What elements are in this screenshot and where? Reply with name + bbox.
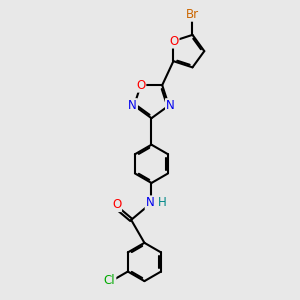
Text: Cl: Cl — [104, 274, 116, 287]
Text: H: H — [158, 196, 166, 209]
Text: O: O — [136, 79, 146, 92]
Text: N: N — [146, 196, 154, 209]
Text: O: O — [112, 198, 121, 211]
Text: Br: Br — [186, 8, 199, 21]
Text: N: N — [166, 99, 175, 112]
Text: O: O — [169, 34, 178, 48]
Text: N: N — [128, 99, 137, 112]
